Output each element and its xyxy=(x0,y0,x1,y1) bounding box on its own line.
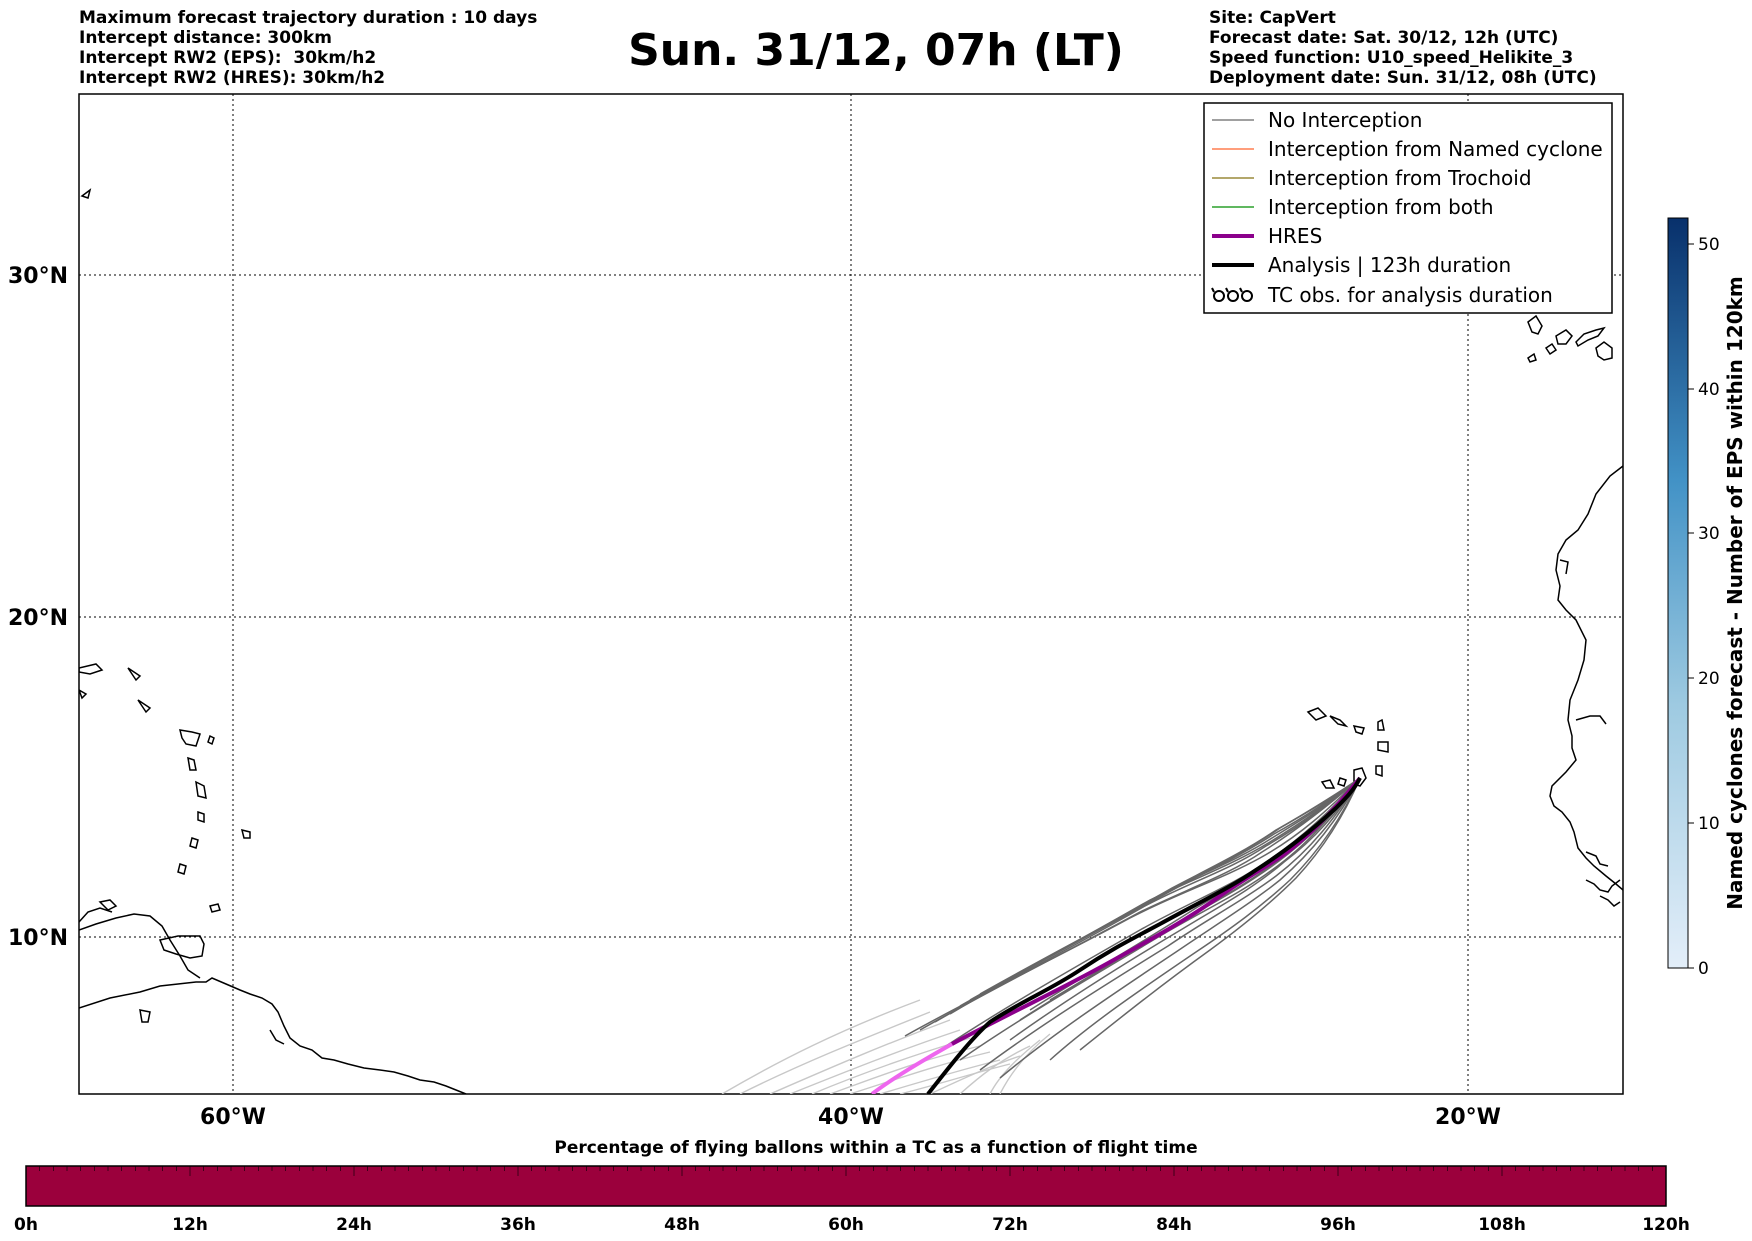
st-vincent-island xyxy=(189,837,199,849)
eps-tick-10: 10 xyxy=(1698,814,1720,834)
percentage-bar-title: Percentage of flying ballons within a TC… xyxy=(554,1138,1198,1158)
eps-colorbar-gradient xyxy=(1667,217,1689,969)
tobago-island xyxy=(209,903,221,913)
cape-verde-island-4 xyxy=(1377,718,1385,731)
guadeloupe-island xyxy=(178,729,201,747)
forecast-date-text: Forecast date: Sat. 30/12, 12h (UTC) xyxy=(1209,28,1559,48)
antigua-island xyxy=(207,734,215,746)
cuba-tip xyxy=(79,689,88,700)
orinoco-inlet xyxy=(269,1029,285,1045)
cape-verde-island-7 xyxy=(1337,777,1347,787)
canary-island-2 xyxy=(1555,329,1573,345)
puerto-rico-island xyxy=(79,663,104,675)
lon-label-40w: 40°W xyxy=(818,1105,884,1130)
intercept-hres-text: Intercept RW2 (HRES): 30km/h2 xyxy=(79,68,386,88)
africa-inlet-3 xyxy=(1559,559,1569,575)
bermuda-island xyxy=(80,188,92,199)
max-duration-text: Maximum forecast trajectory duration : 1… xyxy=(79,8,538,28)
legend-label-both: Interception from both xyxy=(1268,195,1494,219)
percentage-bar: 0h 12h 24h 36h 48h 60h 72h 84h 96h 108h … xyxy=(14,1165,1690,1235)
percentage-bar-ticks xyxy=(39,1166,1653,1176)
pct-tick-12h: 12h xyxy=(172,1215,208,1235)
lat-label-10n: 10°N xyxy=(8,926,68,951)
eps-tick-50: 50 xyxy=(1698,235,1720,255)
eps-colorbar-label: Named cyclones forecast - Number of EPS … xyxy=(1723,276,1747,910)
eps-tick-40: 40 xyxy=(1698,380,1720,400)
cape-verde-island-5 xyxy=(1377,741,1389,753)
header-left-info: Maximum forecast trajectory duration : 1… xyxy=(79,8,537,88)
pct-tick-84h: 84h xyxy=(1156,1215,1192,1235)
pct-tick-60h: 60h xyxy=(828,1215,864,1235)
lon-label-60w: 60°W xyxy=(200,1105,266,1130)
cape-verde-island-3 xyxy=(1352,725,1365,735)
map-title: Sun. 31/12, 07h (LT) xyxy=(628,25,1124,76)
gulf-paria-coast xyxy=(79,913,201,979)
cape-verde-island-2 xyxy=(1329,715,1349,728)
cyclone-symbols-icon xyxy=(1211,287,1253,302)
south-america-coast xyxy=(79,977,467,1094)
intercept-eps-text: Intercept RW2 (EPS): 30km/h2 xyxy=(79,48,377,68)
dominica-island xyxy=(187,756,197,771)
africa-inlet-2 xyxy=(1585,851,1609,867)
cape-verde-island-1 xyxy=(1306,707,1328,721)
canary-island-1 xyxy=(1527,314,1543,335)
trajectories xyxy=(721,776,1362,1094)
martinique-island xyxy=(195,780,207,800)
eps-tick-0: 0 xyxy=(1698,959,1709,979)
africa-inlet-1 xyxy=(1575,715,1607,725)
st-lucia-island xyxy=(197,810,205,824)
legend-box xyxy=(1203,102,1613,314)
virgin-islands xyxy=(127,667,142,682)
maracaibo-coast xyxy=(79,907,113,923)
analysis-trajectory xyxy=(926,777,1362,1094)
pct-tick-108h: 108h xyxy=(1478,1215,1526,1235)
cape-verde-island-6 xyxy=(1320,779,1336,789)
speed-function-text: Speed function: U10_speed_Helikite_3 xyxy=(1209,48,1574,68)
africa-islands-2 xyxy=(1599,895,1621,907)
canary-island-4 xyxy=(1595,341,1613,361)
pct-tick-96h: 96h xyxy=(1320,1215,1356,1235)
legend-label-no-interception: No Interception xyxy=(1268,108,1422,132)
canary-island-3 xyxy=(1575,326,1606,348)
venezuela-island-1 xyxy=(98,899,118,911)
header-right-info: Site: CapVert Forecast date: Sat. 30/12,… xyxy=(1209,8,1597,88)
eps-tick-30: 30 xyxy=(1698,524,1720,544)
pct-tick-36h: 36h xyxy=(500,1215,536,1235)
lon-label-20w: 20°W xyxy=(1435,1105,1501,1130)
ensemble-no-interception xyxy=(904,777,1361,1079)
antilles-dots-1 xyxy=(137,699,152,714)
grenada-island xyxy=(177,863,187,875)
lat-label-30n: 30°N xyxy=(8,264,68,289)
africa-coast xyxy=(1549,465,1623,891)
eps-tick-20: 20 xyxy=(1698,669,1720,689)
legend-label-hres: HRES xyxy=(1268,224,1322,248)
bijagos-islands xyxy=(1585,879,1621,893)
hres-early-segment xyxy=(870,1042,953,1094)
legend-label-tc-obs: TC obs. for analysis duration xyxy=(1267,283,1553,307)
eps-colorbar: 0 10 20 30 40 50 Named cyclones forecast… xyxy=(1667,217,1747,979)
pct-tick-72h: 72h xyxy=(992,1215,1028,1235)
intercept-distance-text: Intercept distance: 300km xyxy=(79,28,332,48)
lat-label-20n: 20°N xyxy=(8,606,68,631)
deployment-date-text: Deployment date: Sun. 31/12, 08h (UTC) xyxy=(1209,68,1597,88)
legend-label-analysis: Analysis | 123h duration xyxy=(1268,253,1511,277)
legend: No Interception Interception from Named … xyxy=(1203,102,1613,314)
legend-label-trochoid: Interception from Trochoid xyxy=(1268,166,1532,190)
pct-tick-120h: 120h xyxy=(1642,1215,1690,1235)
venezuela-island-2 xyxy=(139,1009,151,1023)
trinidad-island xyxy=(158,935,205,959)
legend-label-named-cyclone: Interception from Named cyclone xyxy=(1268,137,1603,161)
pct-tick-48h: 48h xyxy=(664,1215,700,1235)
eps-colorbar-ticks xyxy=(1688,243,1694,969)
hres-trajectory xyxy=(951,776,1362,1046)
canary-island-5 xyxy=(1544,342,1558,356)
site-text: Site: CapVert xyxy=(1209,8,1336,28)
cape-verde-island-9 xyxy=(1375,765,1383,778)
barbados-island xyxy=(240,828,251,839)
pct-tick-0h: 0h xyxy=(14,1215,38,1235)
canary-island-6 xyxy=(1527,352,1537,363)
pct-tick-24h: 24h xyxy=(336,1215,372,1235)
